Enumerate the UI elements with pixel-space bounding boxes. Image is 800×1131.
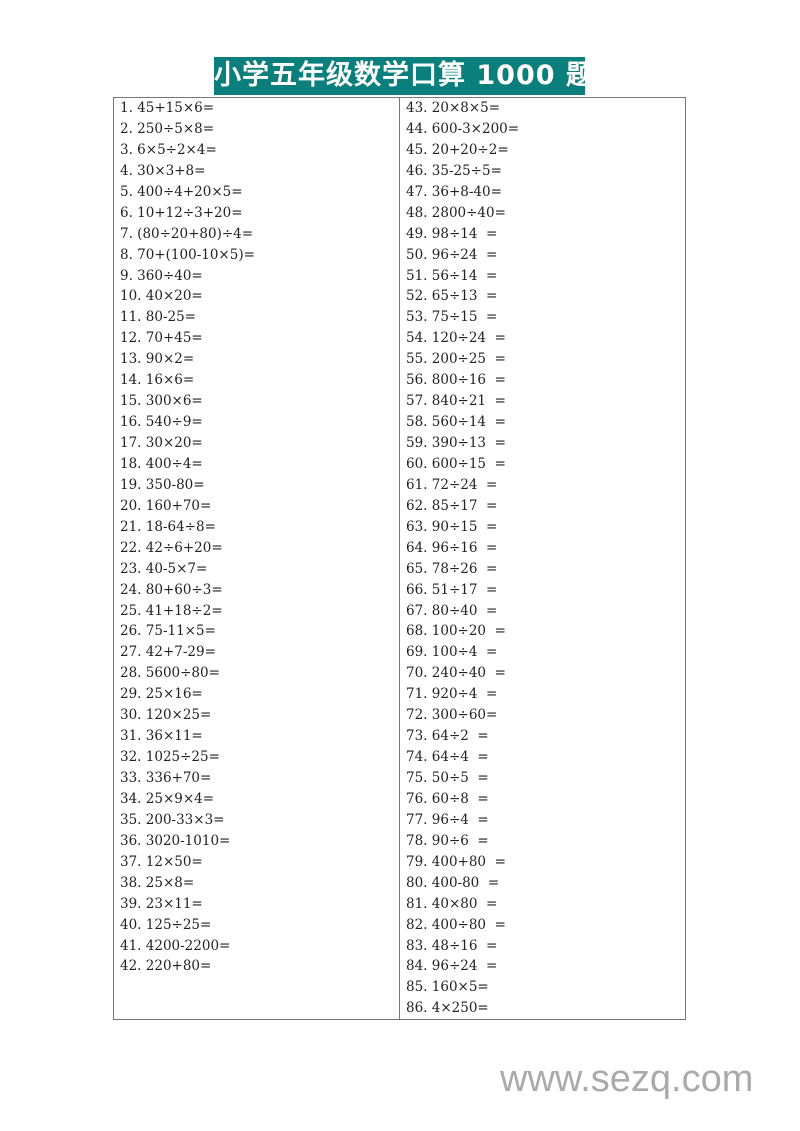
problem-item: 45. 20+20÷2=: [406, 141, 509, 158]
problem-item: 72. 300÷60=: [406, 707, 498, 724]
problem-item: 21. 18-64÷8=: [120, 518, 216, 535]
problem-item: 73. 64÷2 =: [406, 728, 489, 745]
problem-item: 84. 96÷24 =: [406, 958, 498, 975]
problem-item: 66. 51÷17 =: [406, 581, 498, 598]
problem-item: 50. 96÷24 =: [406, 246, 498, 263]
problem-item: 77. 96÷4 =: [406, 811, 489, 828]
problem-item: 37. 12×50=: [120, 853, 203, 870]
problem-item: 11. 80-25=: [120, 309, 196, 326]
problem-item: 18. 400÷4=: [120, 455, 203, 472]
problem-item: 5. 400÷4+20×5=: [120, 183, 243, 200]
problem-item: 26. 75-11×5=: [120, 623, 216, 640]
problem-item: 32. 1025÷25=: [120, 749, 220, 766]
problem-item: 53. 75÷15 =: [406, 309, 498, 326]
problem-item: 76. 60÷8 =: [406, 790, 489, 807]
problem-item: 69. 100÷4 =: [406, 644, 498, 661]
problem-item: 80. 400-80 =: [406, 874, 500, 891]
problem-item: 33. 336+70=: [120, 770, 212, 786]
watermark: www.sezq.com: [500, 1058, 754, 1100]
problem-item: 17. 30×20=: [120, 435, 203, 451]
problem-item: 2. 250÷5×8=: [120, 120, 215, 137]
problem-item: 23. 40-5×7=: [120, 560, 208, 577]
problem-item: 30. 120×25=: [120, 707, 212, 724]
problem-item: 43. 20×8×5=: [406, 100, 501, 116]
problem-item: 63. 90÷15 =: [406, 518, 498, 535]
problem-table: 1. 45+15×6= 2. 250÷5×8= 3. 6×5÷2×4= 4. 30×3…: [113, 97, 686, 1020]
problem-item: 6. 10+12÷3+20=: [120, 204, 243, 221]
problem-item: 24. 80+60÷3=: [120, 581, 223, 598]
problem-item: 48. 2800÷40=: [406, 204, 506, 221]
problem-item: 81. 40×80 =: [406, 895, 498, 912]
problem-item: 83. 48÷16 =: [406, 937, 498, 954]
problem-item: 4. 30×3+8=: [120, 162, 206, 179]
problem-item: 70. 240÷40 =: [406, 665, 506, 682]
problem-item: 46. 35-25÷5=: [406, 162, 502, 179]
problem-item: 67. 80÷40 =: [406, 602, 498, 619]
problem-item: 44. 600-3×200=: [406, 120, 520, 137]
problem-item: 39. 23×11=: [120, 895, 203, 912]
problem-item: 1. 45+15×6=: [120, 100, 215, 116]
problem-item: 64. 96÷16 =: [406, 539, 498, 556]
problem-item: 86. 4×250=: [406, 1000, 489, 1017]
problem-item: 27. 42+7-29=: [120, 644, 216, 661]
problem-item: 54. 120÷24 =: [406, 330, 506, 347]
problem-item: 41. 4200-2200=: [120, 937, 231, 954]
problem-item: 28. 5600÷80=: [120, 665, 220, 682]
problem-item: 52. 65÷13 =: [406, 288, 498, 305]
right-column: 43. 20×8×5= 44. 600-3×200= 45. 20+20÷2= 46.…: [400, 98, 685, 1019]
problem-item: 58. 560÷14 =: [406, 414, 506, 431]
problem-item: 9. 360÷40=: [120, 267, 203, 284]
problem-item: 36. 3020-1010=: [120, 832, 231, 849]
problem-item: 74. 64÷4 =: [406, 749, 489, 766]
problem-item: 47. 36+8-40=: [406, 183, 502, 200]
problem-item: 71. 920÷4 =: [406, 686, 498, 703]
problem-item: 57. 840÷21 =: [406, 393, 506, 410]
problem-item: 15. 300×6=: [120, 393, 203, 410]
problem-item: 79. 400+80 =: [406, 853, 506, 870]
problem-item: 34. 25×9×4=: [120, 790, 215, 807]
problem-item: 51. 56÷14 =: [406, 267, 498, 284]
problem-item: 75. 50÷5 =: [406, 770, 489, 786]
problem-item: 31. 36×11=: [120, 728, 203, 745]
problem-item: 13. 90×2=: [120, 351, 195, 368]
problem-item: 82. 400÷80 =: [406, 916, 506, 933]
problem-item: 59. 390÷13 =: [406, 435, 506, 451]
page-title: 小学五年级数学口算 1000 题: [214, 57, 593, 95]
problem-item: 61. 72÷24 =: [406, 476, 498, 493]
problem-item: 14. 16×6=: [120, 372, 195, 389]
problem-item: 60. 600÷15 =: [406, 455, 506, 472]
problem-item: 20. 160+70=: [120, 497, 212, 514]
left-column: 1. 45+15×6= 2. 250÷5×8= 3. 6×5÷2×4= 4. 30×3…: [114, 98, 400, 1019]
problem-item: 62. 85÷17 =: [406, 497, 498, 514]
problem-item: 40. 125÷25=: [120, 916, 212, 933]
problem-item: 10. 40×20=: [120, 288, 203, 305]
problem-item: 38. 25×8=: [120, 874, 195, 891]
problem-item: 65. 78÷26 =: [406, 560, 498, 577]
problem-item: 68. 100÷20 =: [406, 623, 506, 640]
problem-item: 22. 42÷6+20=: [120, 539, 223, 556]
problem-item: 42. 220+80=: [120, 958, 212, 975]
problem-item: 85. 160×5=: [406, 979, 489, 996]
problem-item: 25. 41+18÷2=: [120, 602, 223, 619]
problem-item: 3. 6×5÷2×4=: [120, 141, 217, 158]
problem-item: 16. 540÷9=: [120, 414, 203, 431]
problem-item: 49. 98÷14 =: [406, 225, 498, 242]
problem-item: 35. 200-33×3=: [120, 811, 225, 828]
problem-item: 55. 200÷25 =: [406, 351, 506, 368]
problem-item: 56. 800÷16 =: [406, 372, 506, 389]
problem-item: 78. 90÷6 =: [406, 832, 489, 849]
problem-item: 12. 70+45=: [120, 330, 203, 347]
problem-item: 7. (80÷20+80)÷4=: [120, 225, 254, 242]
problem-item: 29. 25×16=: [120, 686, 203, 703]
problem-item: 19. 350-80=: [120, 476, 205, 493]
problem-item: 8. 70+(100-10×5)=: [120, 246, 255, 263]
